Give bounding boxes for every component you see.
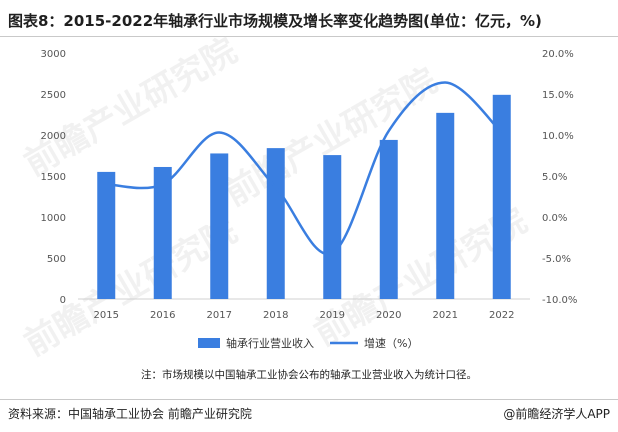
bar bbox=[153, 166, 172, 299]
x-tick-label: 2016 bbox=[150, 310, 175, 321]
bar bbox=[492, 94, 511, 299]
y-right-tick-label: 20.0% bbox=[542, 49, 574, 60]
x-tick-label: 2019 bbox=[320, 310, 345, 321]
bar bbox=[323, 155, 342, 299]
legend-bar-swatch bbox=[198, 338, 220, 348]
bar bbox=[436, 112, 455, 299]
x-tick-label: 2017 bbox=[207, 310, 232, 321]
y-right-tick-label: -10.0% bbox=[542, 295, 577, 306]
y-right-tick-label: 5.0% bbox=[542, 172, 567, 183]
bar bbox=[266, 148, 285, 299]
growth-line bbox=[106, 81, 503, 256]
bar bbox=[97, 171, 116, 299]
source-text: 资料来源：中国轴承工业协会 前瞻产业研究院 bbox=[8, 407, 252, 421]
y-left-tick-label: 1000 bbox=[41, 213, 66, 224]
x-tick-label: 2018 bbox=[263, 310, 288, 321]
bar bbox=[210, 153, 229, 299]
y-right-tick-label: 0.0% bbox=[542, 213, 567, 224]
bottom-divider bbox=[0, 399, 618, 400]
y-right-tick-label: -5.0% bbox=[542, 254, 571, 265]
y-right-tick-label: 15.0% bbox=[542, 90, 574, 101]
y-left-tick-label: 1500 bbox=[41, 172, 66, 183]
y-left-tick-label: 0 bbox=[60, 295, 66, 306]
chart-title: 图表8：2015-2022年轴承行业市场规模及增长率变化趋势图(单位：亿元，%) bbox=[8, 12, 542, 30]
y-left-tick-label: 2000 bbox=[41, 131, 66, 142]
top-divider bbox=[0, 36, 618, 37]
brand-text: @前瞻经济学人APP bbox=[503, 407, 610, 421]
legend-bar-label: 轴承行业营业收入 bbox=[226, 336, 314, 350]
x-tick-label: 2022 bbox=[489, 310, 514, 321]
y-left-tick-label: 500 bbox=[47, 254, 66, 265]
bar bbox=[379, 139, 398, 299]
x-tick-label: 2021 bbox=[433, 310, 458, 321]
legend-line-label: 增速（%） bbox=[364, 336, 418, 350]
x-tick-label: 2015 bbox=[94, 310, 119, 321]
chart-note: 注：市场规模以中国轴承工业协会公布的轴承工业营业收入为统计口径。 bbox=[141, 369, 477, 381]
y-left-tick-label: 2500 bbox=[41, 90, 66, 101]
x-tick-label: 2020 bbox=[376, 310, 401, 321]
y-left-tick-label: 3000 bbox=[41, 49, 66, 60]
y-right-tick-label: 10.0% bbox=[542, 131, 574, 142]
